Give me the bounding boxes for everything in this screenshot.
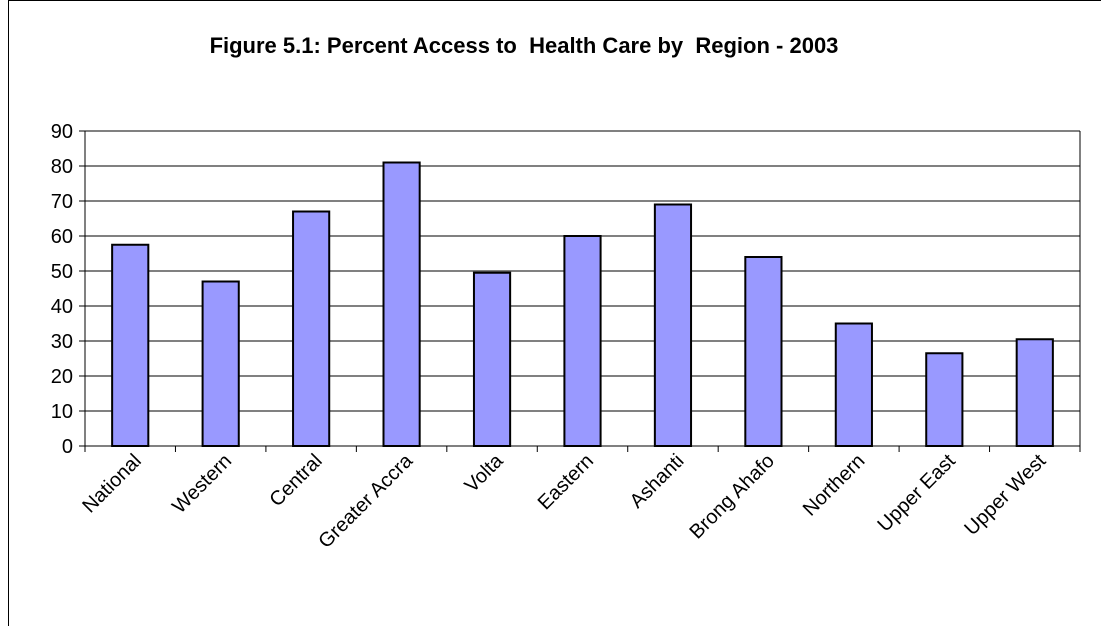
- bar-central: [292, 210, 331, 447]
- x-tick-label: Ashanti: [626, 450, 689, 513]
- y-tick-label: 10: [51, 401, 73, 423]
- x-tick-label: National: [78, 450, 145, 517]
- bar-greater-accra: [382, 161, 421, 447]
- bar-national: [111, 243, 150, 447]
- bar-upper-east: [925, 352, 964, 447]
- chart-frame: [8, 0, 1101, 626]
- bar-ashanti: [653, 203, 693, 447]
- y-tick-label: 80: [51, 156, 73, 178]
- y-tick-label: 20: [51, 366, 73, 388]
- x-tick-label: Volta: [461, 449, 509, 497]
- x-tick-label: Eastern: [534, 450, 598, 514]
- chart-title: Figure 5.1: Percent Access to Health Car…: [209, 33, 839, 58]
- x-tick-label: Western: [168, 450, 236, 518]
- y-tick-label: 90: [51, 121, 73, 143]
- x-tick-label: Upper East: [874, 450, 961, 537]
- gridlines: [85, 130, 1080, 412]
- y-tick-label: 30: [51, 331, 73, 353]
- x-tick-label: Brong Ahafo: [686, 450, 779, 543]
- bar-western: [201, 280, 240, 447]
- bar-volta: [472, 271, 512, 447]
- y-tick-label: 50: [51, 261, 73, 283]
- y-tick-label: 40: [51, 296, 73, 318]
- bar-eastern: [563, 235, 602, 447]
- x-tick-label: Greater Accra: [314, 449, 417, 552]
- bar-upper-west: [1015, 338, 1054, 447]
- axes: [79, 130, 1081, 452]
- labels: 0 10 20 30 40 50 60 70 80 90 National Western Centra…: [51, 121, 1051, 553]
- y-tick-label: 60: [51, 226, 73, 248]
- bar-northern: [834, 322, 873, 447]
- y-tick-label: 0: [62, 436, 73, 458]
- x-tick-label: Upper West: [960, 450, 1050, 540]
- bar-brong-ahafo: [744, 256, 783, 447]
- bars: [111, 161, 1054, 447]
- x-tick-label: Northern: [799, 450, 870, 521]
- x-tick-label: Central: [266, 450, 327, 511]
- y-tick-label: 70: [51, 191, 73, 213]
